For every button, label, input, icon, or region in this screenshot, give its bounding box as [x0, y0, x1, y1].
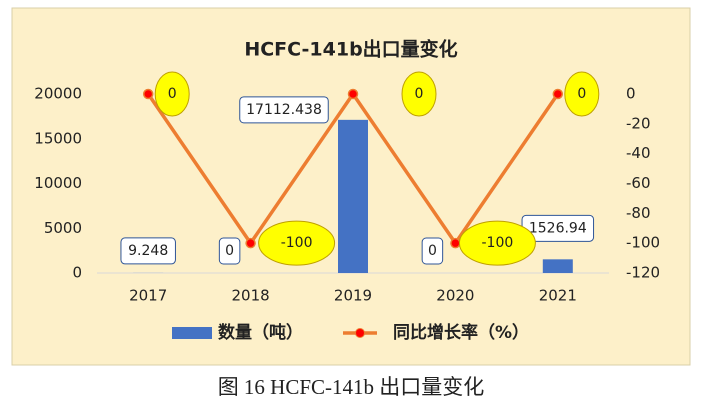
- data-label: -100: [281, 235, 313, 251]
- x-tick-label: 2021: [539, 287, 577, 305]
- y-tick-label: 5000: [44, 219, 82, 237]
- x-tick-label: 2019: [334, 287, 372, 305]
- line-marker: [349, 90, 358, 99]
- y-tick-label: 20000: [34, 85, 82, 103]
- bar: [338, 120, 368, 273]
- x-tick-label: 2020: [436, 287, 474, 305]
- line-marker: [553, 90, 562, 99]
- legend-label: 数量（吨）: [218, 322, 303, 343]
- line-marker: [246, 239, 255, 248]
- y2-tick-label: -100: [626, 234, 660, 252]
- data-label: 17112.438: [246, 102, 322, 118]
- data-label: 0: [168, 86, 177, 102]
- x-tick-label: 2018: [232, 287, 270, 305]
- caption: 图 16 HCFC-141b 出口量变化: [218, 375, 485, 399]
- bar: [543, 259, 573, 273]
- chart-title: HCFC-141b出口量变化: [244, 38, 457, 61]
- y2-tick-label: -60: [626, 174, 651, 192]
- data-label: -100: [482, 235, 514, 251]
- y2-tick-label: -20: [626, 114, 651, 132]
- data-label: 0: [225, 243, 234, 259]
- y2-tick-label: -120: [626, 264, 660, 282]
- legend-swatch: [172, 327, 212, 339]
- data-label: 9.248: [128, 243, 168, 259]
- data-label: 0: [577, 86, 586, 102]
- line-marker: [451, 239, 460, 248]
- data-label: 0: [415, 86, 424, 102]
- legend-label: 同比增长率（%）: [393, 322, 529, 343]
- y2-tick-label: -80: [626, 204, 651, 222]
- data-label: 1526.94: [529, 220, 587, 236]
- y-tick-label: 10000: [34, 174, 82, 192]
- line-marker: [144, 90, 153, 99]
- legend-swatch: [356, 329, 365, 338]
- y2-tick-label: -40: [626, 144, 651, 162]
- x-tick-label: 2017: [129, 287, 167, 305]
- y2-tick-label: 0: [626, 85, 636, 103]
- y-tick-label: 15000: [34, 129, 82, 147]
- data-label: 0: [428, 243, 437, 259]
- y-tick-label: 0: [72, 264, 82, 282]
